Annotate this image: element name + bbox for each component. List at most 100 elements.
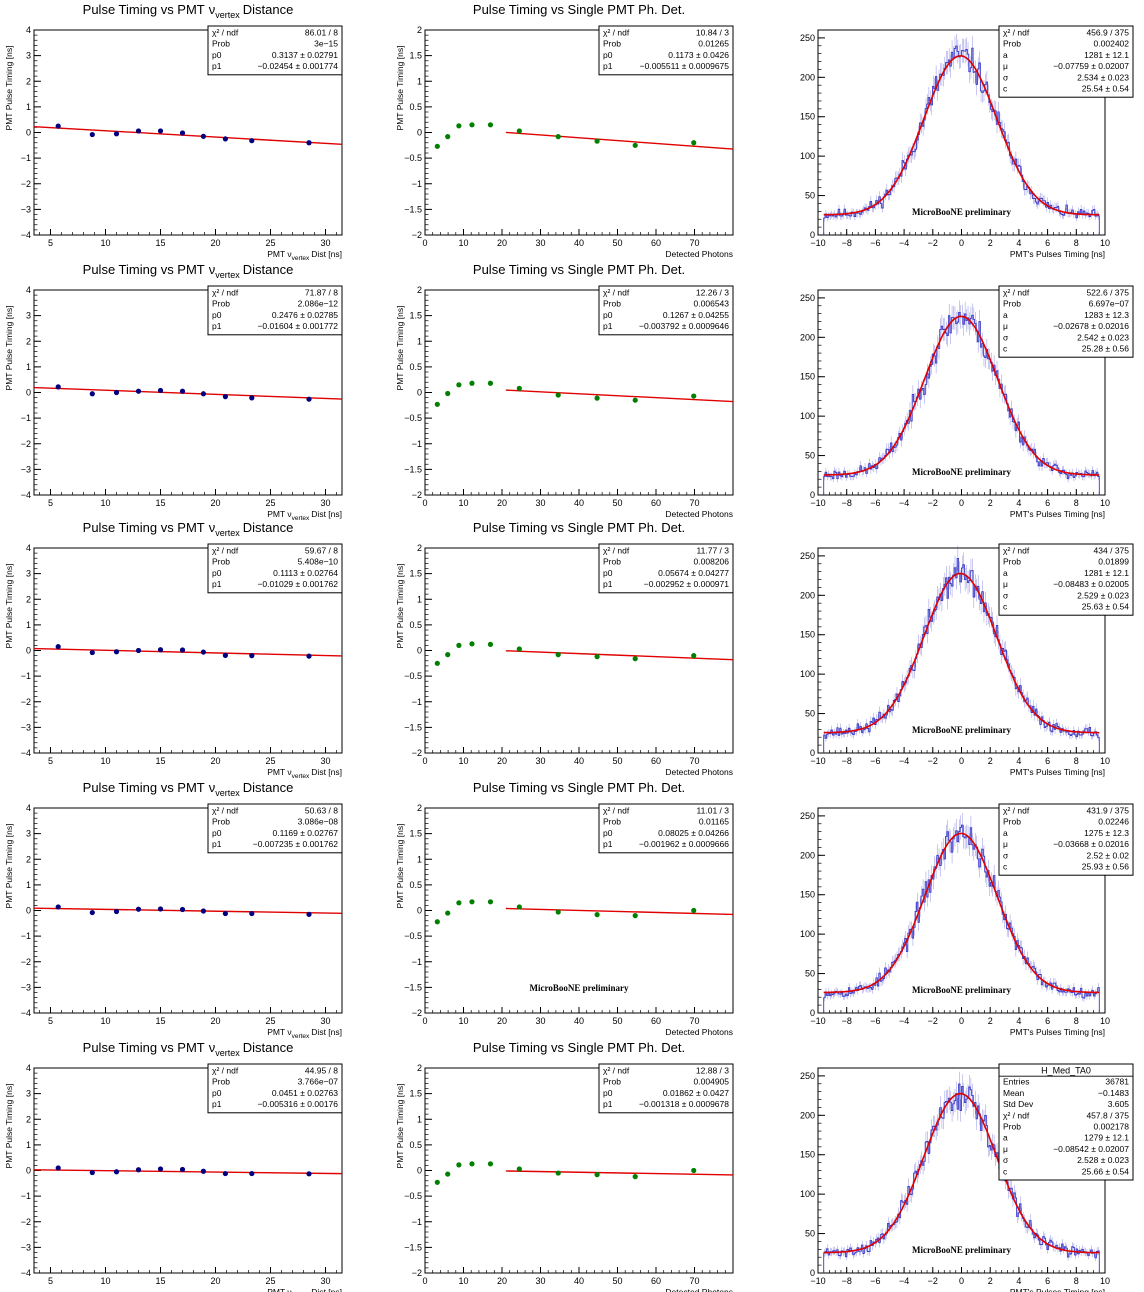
stats-label: p1 [603, 579, 613, 589]
x-tick-label: 30 [320, 756, 330, 766]
stats-value: −0.07759 ± 0.02007 [1053, 61, 1129, 71]
stats-value: 0.01862 ± 0.0427 [663, 1088, 729, 1098]
x-axis-label-pre: PMT ν [267, 767, 291, 777]
x-axis-label-sub: vertex [292, 255, 310, 262]
x-tick-label: 40 [574, 498, 584, 508]
stats-box [598, 25, 734, 76]
x-axis-label: PMT's Pulses Timing [ns] [1010, 767, 1105, 777]
data-point [594, 912, 600, 918]
microboone-preliminary-label: MicroBooNE preliminary [530, 983, 629, 993]
x-tick-label: −8 [842, 1016, 852, 1026]
chart-title: Pulse Timing vs PMT νvertex Distance [83, 262, 294, 280]
y-tick-label: 0 [810, 490, 815, 500]
x-tick-label: 30 [535, 756, 545, 766]
stats-value: −0.02678 ± 0.02016 [1053, 321, 1129, 331]
x-tick-label: 30 [320, 498, 330, 508]
gaussian-fit-curve [823, 572, 1100, 734]
stats-value: −0.1483 [1098, 1088, 1129, 1098]
y-axis-label: PMT Pulse Timing [ns] [4, 306, 14, 391]
x-tick-label: −8 [842, 756, 852, 766]
x-tick-label: 40 [574, 1016, 584, 1026]
chart-title: Pulse Timing vs PMT νvertex Distance [83, 520, 294, 538]
stats-value: −0.03668 ± 0.02016 [1053, 839, 1129, 849]
x-tick-label: 20 [497, 1276, 507, 1286]
chart-panel-2-1: Pulse Timing vs Single PMT Ph. Det.0 10 20… [395, 520, 734, 777]
x-tick-label: 2 [988, 756, 993, 766]
data-point [306, 1171, 312, 1177]
chart-title: Pulse Timing vs Single PMT Ph. Det. [473, 1040, 685, 1055]
data-point [249, 910, 255, 917]
x-tick-label: 10 [100, 1016, 110, 1026]
stats-label: p0 [603, 568, 613, 578]
data-point [445, 134, 451, 140]
data-point [456, 642, 462, 648]
y-tick-label: −4 [21, 1008, 31, 1018]
chart-title-sub: vertex [215, 270, 240, 280]
x-tick-label: 2 [988, 238, 993, 248]
stats-label: σ [1003, 72, 1009, 82]
stats-label: c [1003, 1166, 1008, 1176]
y-tick-label: 0 [417, 128, 422, 138]
stats-label: χ² / ndf [603, 28, 630, 38]
data-point [487, 641, 494, 647]
stats-box [207, 285, 343, 336]
data-point [200, 133, 206, 139]
chart-title-sub: vertex [215, 1048, 240, 1058]
microboone-preliminary-label: MicroBooNE preliminary [912, 467, 1011, 477]
fit-line [505, 389, 733, 403]
chart-title-tail: Distance [243, 520, 294, 535]
y-tick-label: −0.5 [404, 931, 422, 941]
x-tick-label: −8 [842, 498, 852, 508]
chart-title-text: Pulse Timing vs PMT [83, 1040, 205, 1055]
data-point [469, 899, 475, 905]
y-axis-label: PMT Pulse Timing [ns] [4, 824, 14, 909]
x-axis-label: Detected Photons [665, 1287, 733, 1292]
y-tick-label: 2 [26, 854, 31, 864]
stats-box [207, 1063, 343, 1114]
fit-line [34, 386, 342, 400]
chart-title-nu: ν [209, 262, 216, 277]
chart-title-tail: Distance [243, 1040, 294, 1055]
y-tick-label: −2 [412, 230, 422, 240]
stats-value: −0.08483 ± 0.02005 [1053, 579, 1129, 589]
stats-label: p0 [603, 310, 613, 320]
data-point [135, 647, 142, 654]
x-axis-label: PMT's Pulses Timing [ns] [1010, 249, 1105, 259]
y-tick-label: −1.5 [404, 204, 422, 214]
stats-label: σ [1003, 850, 1009, 860]
x-axis-label: Detected Photons [665, 1027, 733, 1037]
stats-label: Prob [1003, 39, 1021, 49]
microboone-preliminary-label: MicroBooNE preliminary [912, 207, 1011, 217]
y-tick-label: 0 [810, 1008, 815, 1018]
x-tick-label: 20 [210, 238, 220, 248]
y-tick-label: 2 [417, 25, 422, 35]
y-tick-label: 0 [26, 388, 31, 398]
data-point [55, 123, 61, 129]
x-tick-label: 30 [535, 1016, 545, 1026]
data-point [200, 908, 206, 914]
stats-label: p1 [603, 1099, 613, 1109]
stats-label: χ² / ndf [1003, 546, 1030, 556]
stats-value: −0.08542 ± 0.02007 [1053, 1144, 1129, 1154]
stats-label: μ [1003, 1144, 1008, 1154]
y-tick-label: −4 [21, 748, 31, 758]
x-tick-label: 10 [458, 238, 468, 248]
fit-line [505, 650, 733, 661]
stats-value: 2.542 ± 0.023 [1077, 332, 1129, 342]
stats-label: Mean [1003, 1088, 1025, 1098]
y-tick-label: 2 [417, 1063, 422, 1073]
stats-value: 25.28 ± 0.56 [1082, 344, 1129, 354]
stats-label: Prob [603, 299, 621, 309]
x-tick-label: 10 [458, 1016, 468, 1026]
data-point [55, 1165, 61, 1171]
x-tick-label: −6 [870, 1016, 880, 1026]
data-point [179, 647, 186, 653]
stats-label: p0 [212, 1088, 222, 1098]
data-point [157, 647, 164, 653]
stats-label: χ² / ndf [212, 1066, 239, 1076]
